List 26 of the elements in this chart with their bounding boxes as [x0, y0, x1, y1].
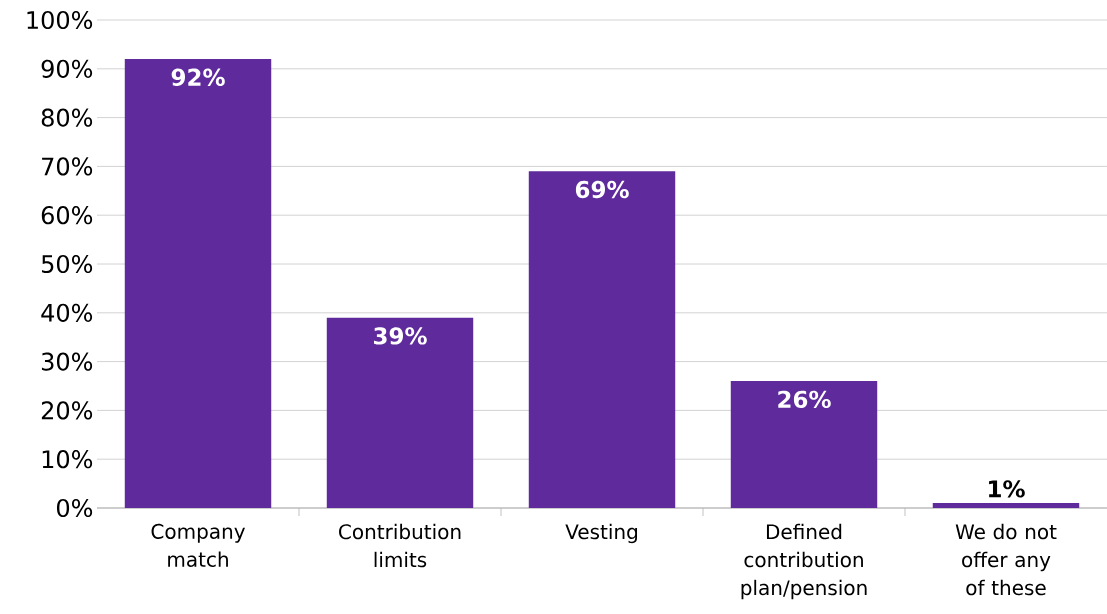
bar	[730, 381, 878, 508]
y-tick-label: 10%	[42, 450, 93, 469]
y-tick-label: 80%	[41, 108, 93, 127]
bar	[932, 503, 1080, 508]
y-tick-label: 50%	[41, 254, 93, 274]
bar	[326, 317, 474, 508]
x-tick-label: Defined contribution plan/pension	[741, 523, 867, 600]
data-label: 39%	[374, 327, 427, 345]
y-tick-label: 60%	[41, 206, 93, 225]
x-tick-label: We do not offer any of these	[955, 523, 1057, 596]
bar	[124, 59, 272, 508]
x-tick-label: Vesting	[565, 523, 638, 544]
y-tick-label: 70%	[42, 157, 93, 176]
x-tick-label: Contribution limits	[339, 523, 461, 568]
bar	[528, 171, 676, 508]
y-tick-label: 40%	[41, 303, 93, 322]
data-label: 69%	[575, 180, 629, 199]
y-tick-label: 0%	[56, 498, 93, 518]
y-tick-label: 100%	[27, 10, 93, 30]
x-tick-label: Company match	[151, 523, 245, 567]
y-tick-label: 20%	[41, 401, 93, 420]
data-label: 92%	[171, 68, 225, 86]
data-label: 1%	[989, 480, 1025, 498]
y-tick-label: 90%	[41, 59, 93, 78]
data-label: 26%	[778, 390, 831, 409]
y-tick-label: 30%	[41, 352, 93, 371]
